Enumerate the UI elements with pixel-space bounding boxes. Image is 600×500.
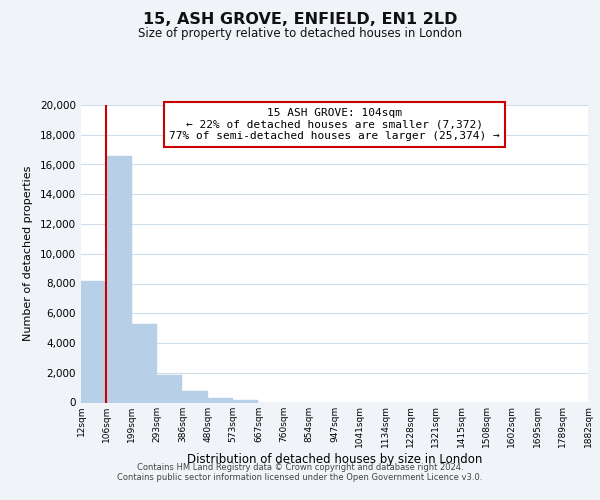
Text: 15, ASH GROVE, ENFIELD, EN1 2LD: 15, ASH GROVE, ENFIELD, EN1 2LD <box>143 12 457 28</box>
Text: Size of property relative to detached houses in London: Size of property relative to detached ho… <box>138 28 462 40</box>
Bar <box>106 156 132 402</box>
Bar <box>208 398 233 402</box>
Y-axis label: Number of detached properties: Number of detached properties <box>23 166 33 342</box>
Bar <box>233 400 259 402</box>
Bar <box>157 375 182 402</box>
Text: Contains HM Land Registry data © Crown copyright and database right 2024.: Contains HM Land Registry data © Crown c… <box>137 462 463 471</box>
X-axis label: Distribution of detached houses by size in London: Distribution of detached houses by size … <box>187 453 482 466</box>
Text: Contains public sector information licensed under the Open Government Licence v3: Contains public sector information licen… <box>118 472 482 482</box>
Bar <box>81 280 106 402</box>
Bar <box>182 392 208 402</box>
Bar <box>132 324 157 402</box>
Text: 15 ASH GROVE: 104sqm
← 22% of detached houses are smaller (7,372)
77% of semi-de: 15 ASH GROVE: 104sqm ← 22% of detached h… <box>169 108 500 141</box>
